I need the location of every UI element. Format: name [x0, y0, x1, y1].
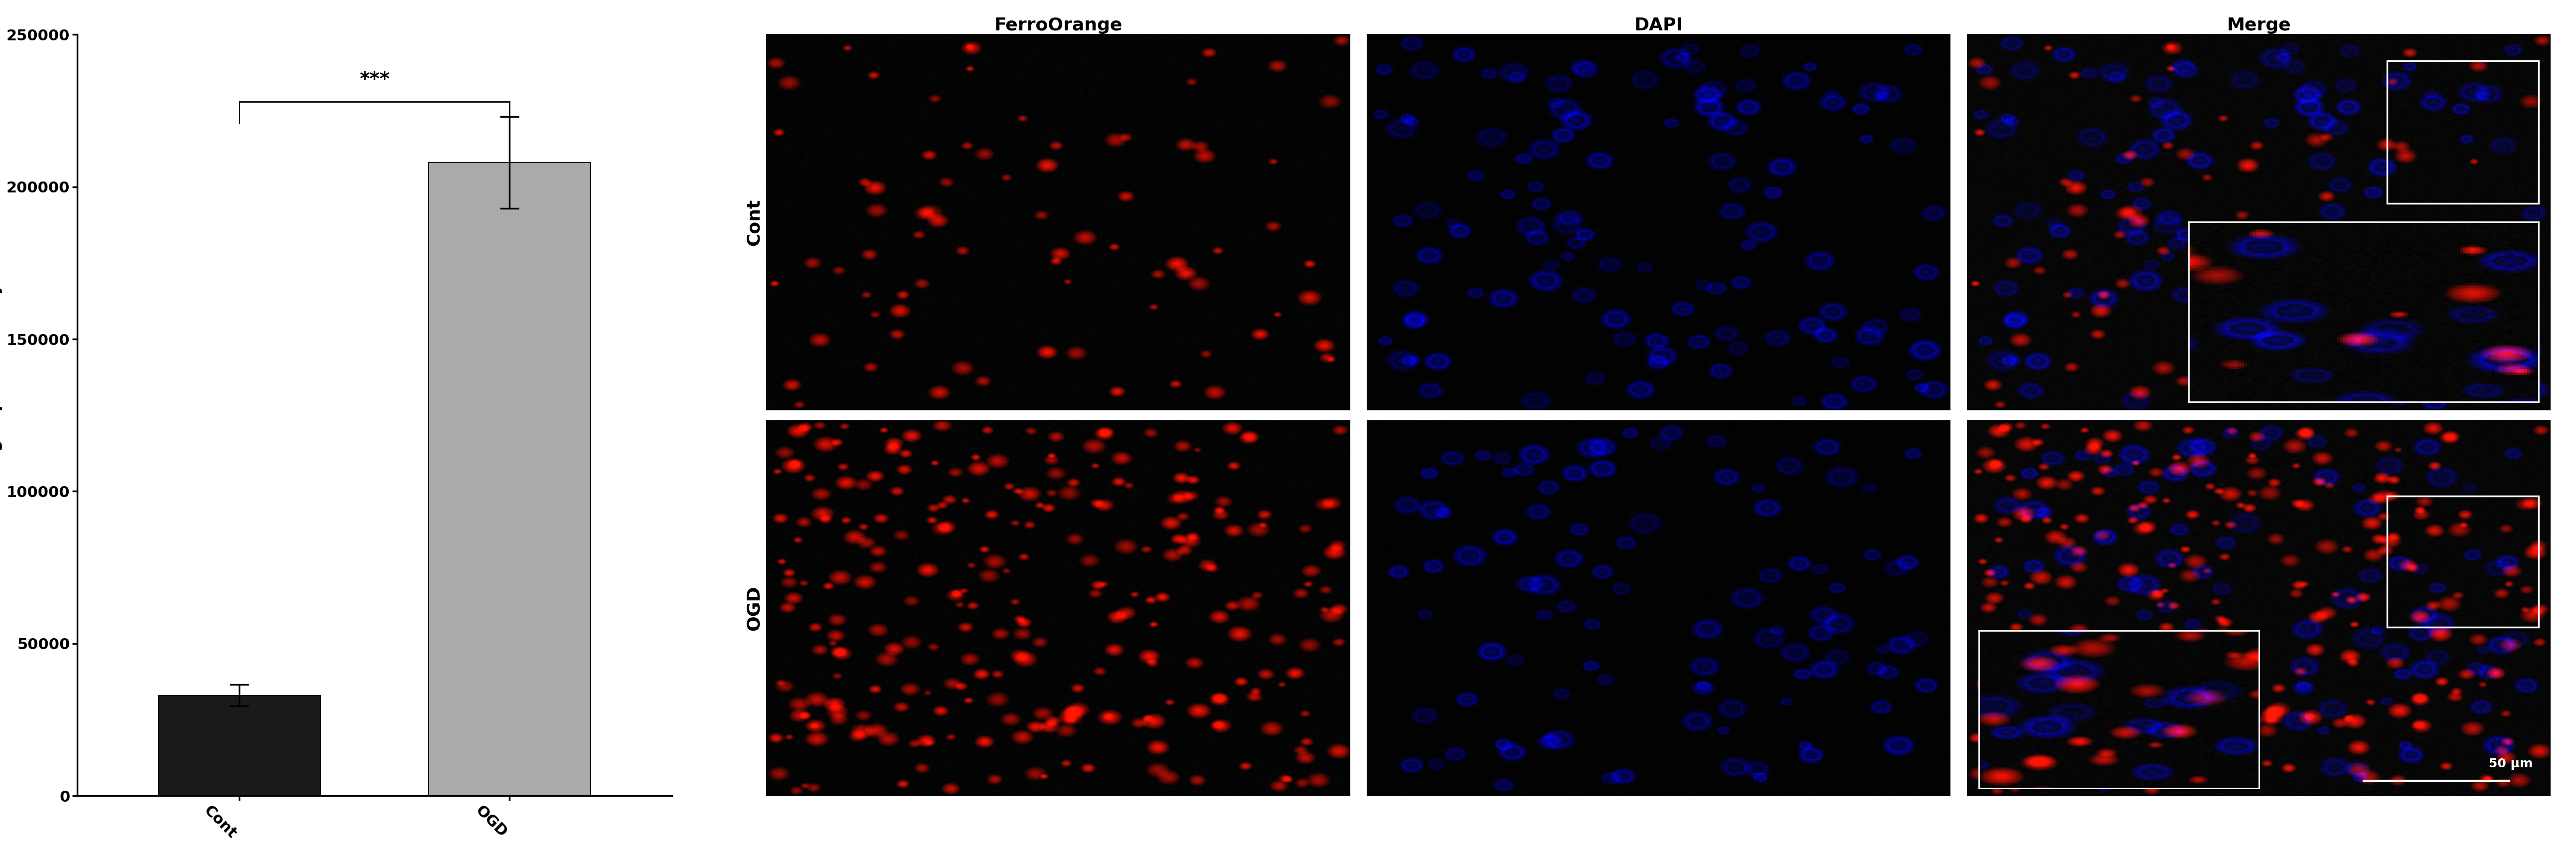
Title: Merge: Merge	[2226, 17, 2290, 34]
Title: FerroOrange: FerroOrange	[994, 17, 1123, 34]
Y-axis label: Cont: Cont	[747, 199, 762, 246]
Text: 50 μm: 50 μm	[2488, 758, 2532, 770]
Bar	[2388, 496, 2537, 627]
Bar	[2388, 61, 2537, 203]
Text: ***: ***	[361, 70, 389, 89]
Title: DAPI: DAPI	[1633, 17, 1682, 34]
Bar	[428, 163, 590, 796]
Y-axis label: OGD: OGD	[747, 586, 762, 631]
Bar	[157, 695, 319, 796]
